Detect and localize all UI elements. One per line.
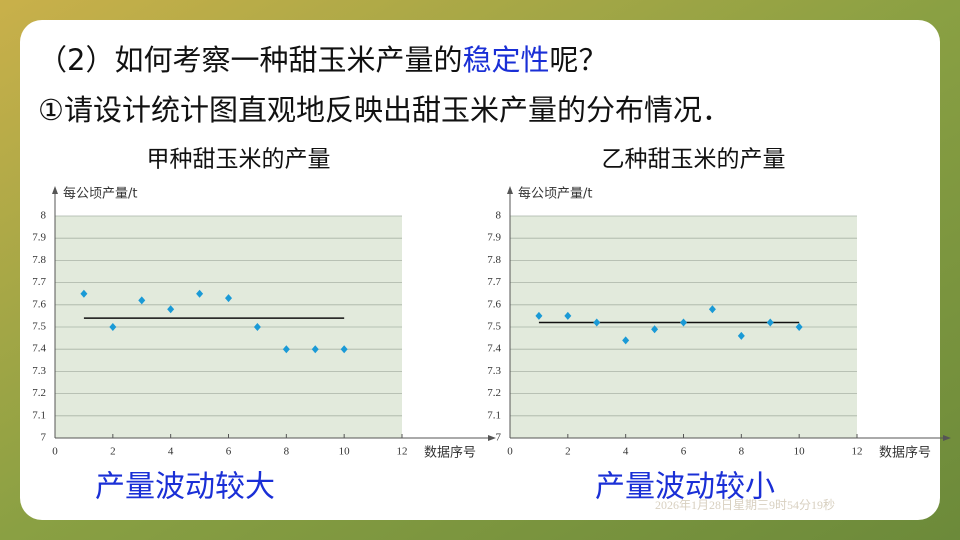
x-tick-label: 8 (284, 446, 290, 458)
y-tick-label tick: 7 (496, 432, 502, 444)
point (167, 305, 175, 314)
y-tick-label tick: 7.4 (32, 343, 46, 355)
x-axis-label: 数据序号 (424, 446, 476, 461)
x-tick-label: 0 (507, 446, 513, 458)
y-axis-arrow (52, 186, 58, 194)
y-tick-label tick: 7.3 (32, 365, 46, 377)
conclusion: 产量波动较大 (95, 470, 275, 505)
point (651, 325, 659, 334)
y-tick-label tick: 7.7 (487, 276, 501, 288)
x-tick-label: 10 (339, 446, 351, 458)
y-tick-label tick: 7.2 (32, 387, 46, 399)
point (196, 289, 204, 298)
y-tick-label tick: 7.6 (32, 298, 46, 310)
y-axis-label: 每公顷产量/t (518, 186, 592, 202)
y-tick-label tick: 8 (496, 210, 502, 222)
timestamp: 2026年1月28日星期三9时54分19秒 (655, 498, 835, 512)
y-tick-label tick: 7.5 (487, 321, 501, 333)
y-tick-label tick: 7.3 (487, 365, 501, 377)
point (766, 318, 774, 327)
x-tick-label: 6 (681, 446, 687, 458)
x-axis-label: 数据序号 (879, 446, 931, 461)
heading-highlight: 稳定性 (462, 43, 549, 77)
y-axis-arrow (507, 186, 513, 194)
point (253, 323, 261, 331)
point (535, 311, 543, 320)
x-tick-label: 4 (623, 446, 629, 458)
point (708, 305, 716, 314)
point (225, 294, 232, 303)
point (593, 318, 601, 327)
y-tick-label tick: 7.8 (32, 254, 46, 266)
x-tick-label: 4 (168, 446, 174, 458)
y-axis-label: 每公顷产量/t (63, 186, 137, 202)
x-axis-arrow (943, 435, 951, 441)
point (737, 331, 745, 340)
point (138, 296, 146, 305)
y-tick-label tick: 7.2 (487, 387, 501, 399)
point (680, 318, 687, 327)
y-tick-label tick: 7.7 (32, 276, 46, 288)
chart-title: 乙种甜玉米的产量 (602, 147, 786, 173)
conclusion: 产量波动较小 (595, 470, 775, 505)
chart-title: 甲种甜玉米的产量 (147, 147, 331, 173)
x-tick-label: 2 (110, 446, 116, 458)
point (80, 289, 88, 298)
x-tick-label: 6 (226, 446, 232, 458)
x-tick-label: 12 (397, 446, 408, 458)
y-tick-label tick: 7.5 (32, 321, 46, 333)
point (795, 323, 803, 331)
point (282, 345, 290, 354)
y-tick-label tick: 7.9 (487, 232, 501, 244)
y-tick-label tick: 7.1 (487, 409, 501, 421)
y-tick-label tick: 8 (41, 210, 47, 222)
x-tick-label: 10 (794, 446, 806, 458)
point (564, 311, 572, 320)
point (109, 323, 117, 331)
x-tick-label: 2 (565, 446, 571, 458)
heading-text: （2）如何考察一种甜玉米产量的 (38, 43, 462, 77)
point (622, 336, 630, 345)
y-tick-label tick: 7.6 (487, 298, 501, 310)
x-axis-arrow (488, 435, 496, 441)
y-tick-label tick: 7.8 (487, 254, 501, 266)
y-tick-label tick: 7.4 (487, 343, 501, 355)
question: ①请设计统计图直观地反映出甜玉米产量的分布情况． (38, 93, 731, 127)
y-tick-label tick: 7 (41, 432, 47, 444)
x-tick-label: 0 (52, 446, 58, 458)
heading: （2）如何考察一种甜玉米产量的稳定性呢？ (38, 43, 607, 77)
y-tick-label tick: 7.9 (32, 232, 46, 244)
y-tick-label tick: 7.1 (32, 409, 46, 421)
x-tick-label: 8 (739, 446, 745, 458)
x-tick-label: 12 (852, 446, 863, 458)
point (311, 345, 319, 354)
point (340, 345, 348, 354)
heading-text: 呢？ (549, 43, 607, 77)
